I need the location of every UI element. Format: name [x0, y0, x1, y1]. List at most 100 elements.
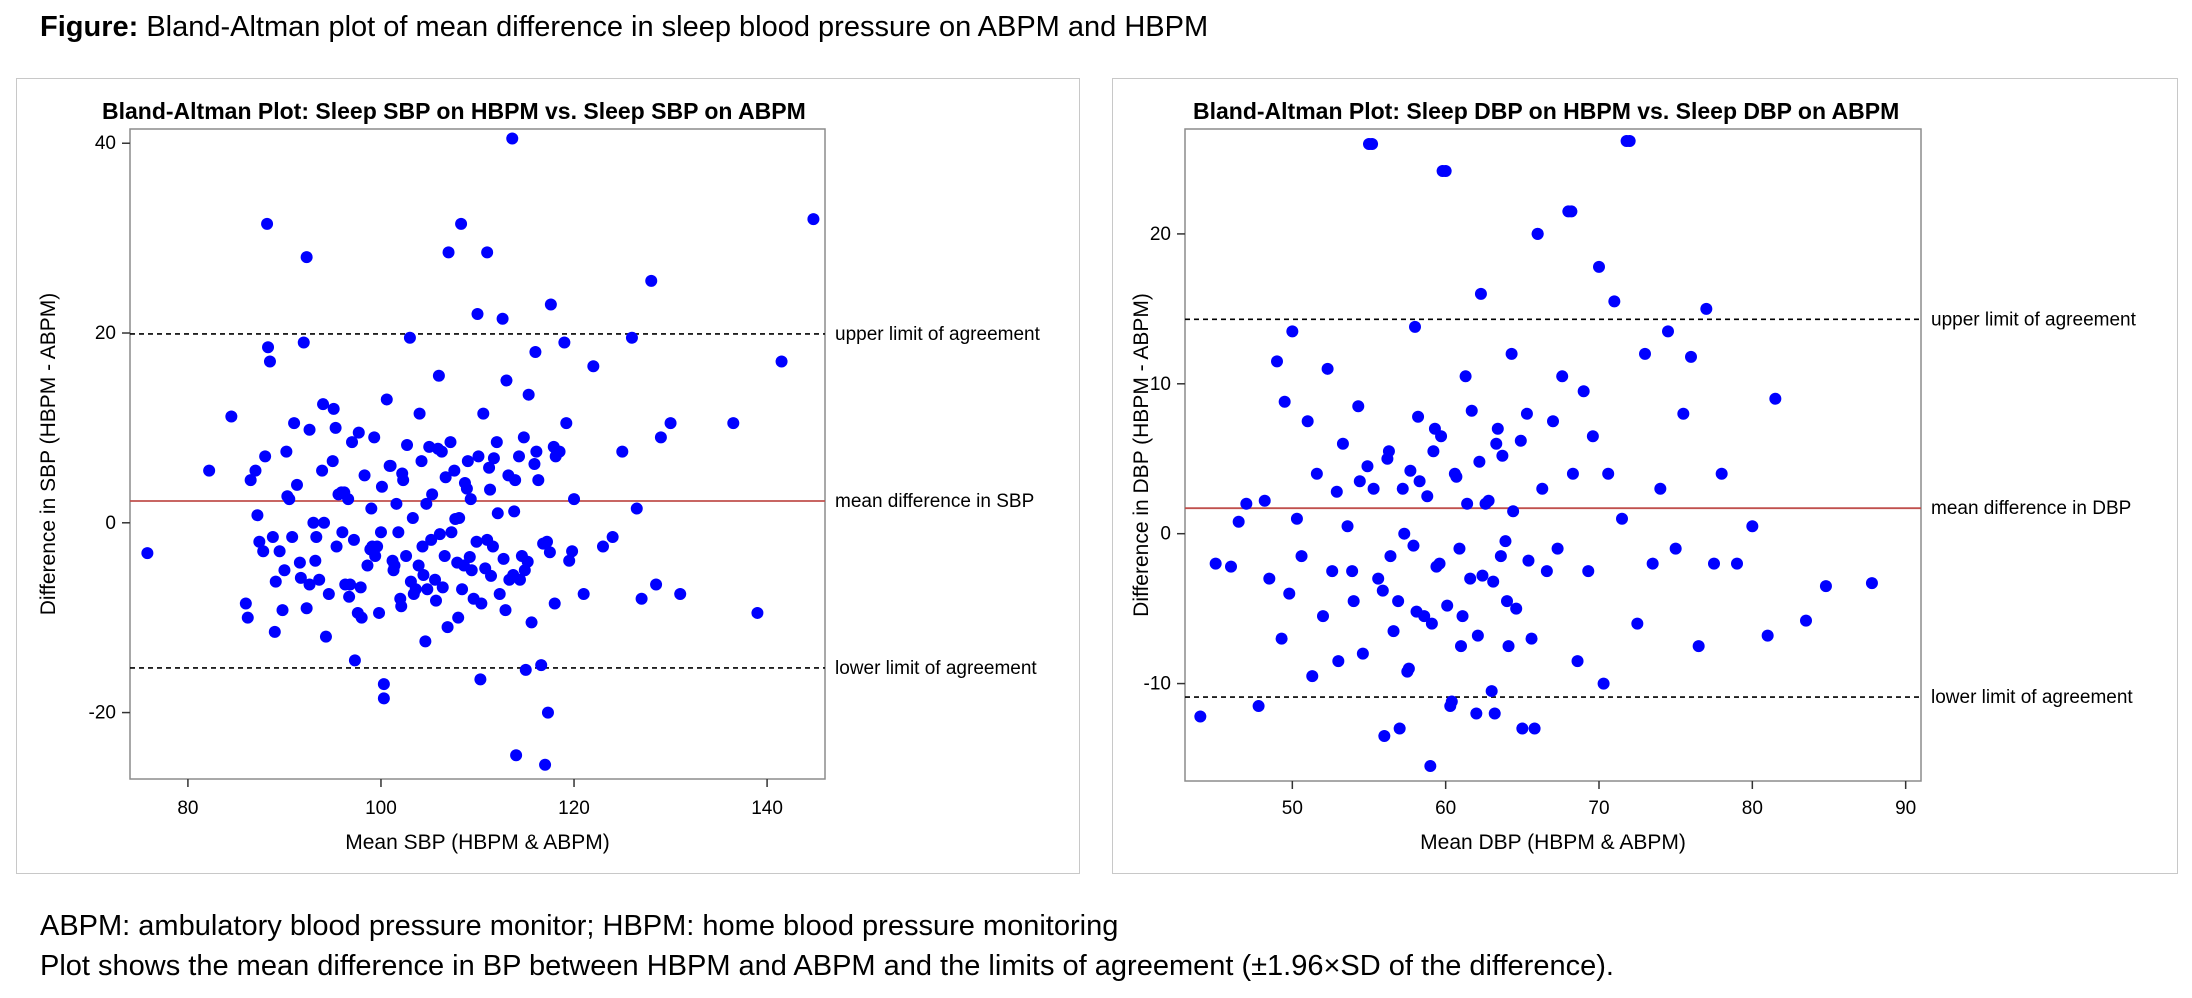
- data-point: [1476, 569, 1489, 582]
- data-point: [445, 526, 458, 539]
- data-point: [1404, 464, 1417, 477]
- data-point: [496, 312, 509, 325]
- data-point: [1470, 707, 1483, 720]
- data-point: [433, 528, 446, 541]
- data-point: [1602, 467, 1615, 480]
- data-point: [1608, 295, 1621, 308]
- data-point: [273, 545, 286, 558]
- reference-line-label: upper limit of agreement: [1931, 309, 2137, 330]
- y-tick-label: 0: [105, 513, 116, 534]
- data-point: [1593, 260, 1605, 273]
- data-point: [1646, 557, 1659, 570]
- data-point: [1631, 617, 1644, 630]
- y-tick-label: 0: [1160, 524, 1171, 545]
- data-point: [444, 436, 457, 449]
- data-point: [1531, 227, 1544, 240]
- data-point: [1393, 722, 1406, 735]
- data-point: [419, 635, 432, 648]
- data-point: [1436, 164, 1449, 177]
- data-point: [278, 564, 291, 577]
- data-point: [529, 345, 542, 358]
- data-point: [630, 502, 643, 515]
- data-point: [309, 554, 322, 567]
- data-point: [346, 436, 359, 449]
- data-point: [392, 526, 405, 539]
- data-point: [543, 546, 556, 559]
- data-point: [326, 455, 339, 468]
- data-point: [404, 575, 417, 588]
- data-point: [490, 436, 503, 449]
- data-point: [1507, 505, 1520, 518]
- data-point: [368, 431, 381, 444]
- data-point: [1662, 325, 1674, 338]
- data-point: [281, 490, 294, 503]
- data-point: [1525, 632, 1538, 645]
- data-point: [1384, 550, 1397, 563]
- data-point: [1540, 565, 1553, 578]
- data-point: [303, 423, 316, 436]
- data-point: [513, 450, 526, 463]
- data-point: [439, 471, 452, 484]
- y-axis-label: Difference in SBP (HBPM - ABPM): [37, 293, 60, 616]
- data-point: [448, 464, 461, 477]
- data-point: [1597, 677, 1610, 690]
- data-point: [420, 497, 433, 510]
- data-point: [1387, 625, 1400, 638]
- data-point: [268, 625, 281, 638]
- data-point: [429, 573, 442, 586]
- data-point: [347, 533, 360, 546]
- data-point: [549, 450, 562, 463]
- data-point: [727, 417, 740, 430]
- data-point: [645, 274, 658, 287]
- data-point: [241, 611, 254, 624]
- data-point: [1450, 470, 1463, 483]
- data-point: [532, 474, 545, 487]
- data-point: [1482, 494, 1495, 507]
- data-point: [1275, 632, 1288, 645]
- data-point: [1761, 629, 1774, 642]
- data-point: [1692, 640, 1705, 653]
- data-point: [1490, 437, 1503, 450]
- data-point: [491, 507, 504, 520]
- figure-heading-text: Bland-Altman plot of mean difference in …: [138, 11, 1209, 43]
- data-point: [426, 488, 439, 501]
- data-point: [1551, 542, 1564, 555]
- data-point: [1278, 395, 1291, 408]
- y-tick-label: 20: [1150, 224, 1171, 245]
- data-point: [455, 217, 468, 230]
- data-point: [471, 308, 484, 321]
- data-point: [266, 531, 279, 544]
- x-tick-label: 140: [751, 798, 783, 819]
- data-point: [361, 559, 374, 572]
- data-point: [348, 654, 361, 667]
- data-point: [1413, 475, 1426, 488]
- data-point: [475, 597, 488, 610]
- data-point: [650, 578, 663, 591]
- data-point: [1455, 640, 1467, 653]
- data-point: [1536, 482, 1549, 495]
- data-point: [1372, 572, 1385, 585]
- data-point: [596, 540, 609, 553]
- y-tick-label: 10: [1150, 374, 1171, 395]
- data-point: [280, 445, 293, 458]
- data-point: [566, 545, 579, 558]
- data-point: [390, 497, 403, 510]
- data-point: [1330, 485, 1343, 498]
- data-point: [276, 604, 289, 617]
- data-point: [1441, 599, 1454, 612]
- data-point: [751, 606, 764, 619]
- data-point: [530, 445, 543, 458]
- data-point: [481, 246, 494, 259]
- data-point: [1487, 575, 1500, 588]
- data-point: [519, 663, 532, 676]
- data-point: [1669, 542, 1682, 555]
- data-point: [1367, 482, 1380, 495]
- data-point: [518, 564, 531, 577]
- data-point: [1317, 610, 1329, 623]
- data-point: [1510, 602, 1523, 615]
- data-point: [1409, 320, 1421, 333]
- data-point: [313, 573, 326, 586]
- data-point: [1321, 362, 1334, 375]
- data-point: [317, 398, 330, 411]
- data-point: [1347, 595, 1360, 608]
